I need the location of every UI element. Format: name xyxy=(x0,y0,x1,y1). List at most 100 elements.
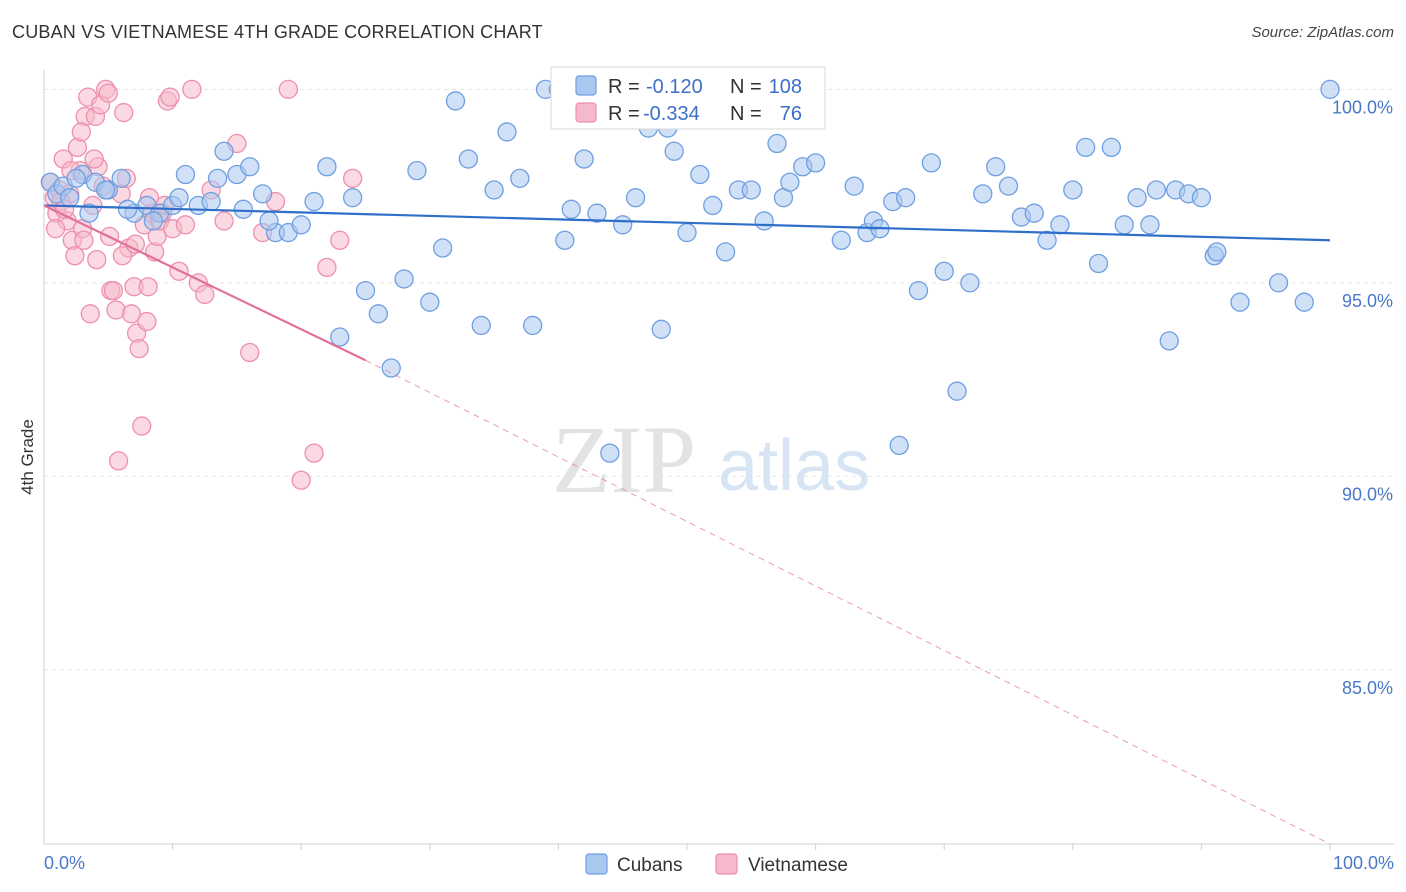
cubans-point-107 xyxy=(207,168,228,189)
vietnamese-point-49 xyxy=(182,79,202,99)
vietnamese-point-70 xyxy=(112,246,133,266)
cubans-point-102 xyxy=(1320,79,1340,99)
legend-r-label-cubans: R = xyxy=(608,76,640,98)
cubans-point-35 xyxy=(471,315,491,336)
vietnamese-point-66 xyxy=(45,219,66,239)
cubans-point-84 xyxy=(1050,215,1070,235)
cubans-point-17 xyxy=(240,157,260,177)
cubans-point-37 xyxy=(497,122,517,142)
cubans-point-3 xyxy=(60,188,80,208)
cubans-point-42 xyxy=(555,230,575,250)
grid-layer xyxy=(44,88,1394,671)
cubans-point-58 xyxy=(741,180,761,200)
vietnamese-point-61 xyxy=(317,257,337,278)
y-tick-label-1: 95.0% xyxy=(1342,291,1393,311)
x-tick-label-max: 100.0% xyxy=(1333,853,1394,873)
cubans-point-78 xyxy=(973,184,993,204)
cubans-point-91 xyxy=(1140,215,1160,235)
vietnamese-point-55 xyxy=(240,342,260,363)
cubans-point-21 xyxy=(291,215,311,235)
vietnamese-point-63 xyxy=(342,168,363,189)
legend-n-value-vietnamese: 76 xyxy=(780,103,802,125)
cubans-point-111 xyxy=(66,168,86,189)
cubans-point-86 xyxy=(1076,137,1096,158)
cubans-point-72 xyxy=(895,188,916,208)
cubans-point-85 xyxy=(1063,180,1083,200)
vietnamese-point-72 xyxy=(138,277,158,297)
vietnamese-point-48 xyxy=(175,215,196,235)
cubans-point-60 xyxy=(767,133,787,154)
cubans-point-90 xyxy=(1127,188,1147,208)
x-tick-marks xyxy=(172,844,1331,850)
bottom-legend-swatch-vietnamese xyxy=(715,853,738,875)
cubans-point-65 xyxy=(831,230,851,250)
trend-lines xyxy=(43,204,1331,845)
vietnamese-trend-extension xyxy=(365,359,1331,845)
vietnamese-point-8 xyxy=(65,246,85,266)
chart-title: CUBAN VS VIETNAMESE 4TH GRADE CORRELATIO… xyxy=(12,22,543,42)
cubans-point-98 xyxy=(1207,242,1227,262)
watermark-atlas-text: atlas xyxy=(718,426,870,506)
cubans-point-50 xyxy=(651,319,671,339)
cubans-point-33 xyxy=(445,91,466,111)
cubans-point-62 xyxy=(780,172,800,192)
vietnamese-point-51 xyxy=(195,284,215,305)
cubans-point-82 xyxy=(1024,203,1044,223)
cubans-point-100 xyxy=(1268,273,1289,293)
cubans-trend-line xyxy=(43,204,1331,242)
cubans-point-15 xyxy=(214,141,234,161)
y-tick-labels: 100.0% 95.0% 90.0% 85.0% xyxy=(1332,97,1393,698)
cubans-point-99 xyxy=(1230,292,1250,312)
cubans-point-71 xyxy=(889,435,909,456)
cubans-point-73 xyxy=(908,280,929,301)
cubans-point-106 xyxy=(169,188,189,208)
vietnamese-point-14 xyxy=(80,304,100,324)
vietnamese-point-53 xyxy=(214,211,234,231)
cubans-point-22 xyxy=(304,191,324,212)
bottom-legend-label-cubans: Cubans xyxy=(617,855,683,876)
cubans-point-23 xyxy=(317,157,337,177)
vietnamese-point-34 xyxy=(132,416,152,436)
vietnamese-point-30 xyxy=(121,304,142,324)
vietnamese-point-23 xyxy=(103,280,124,301)
cubans-point-27 xyxy=(368,304,389,324)
watermark-zip-text: ZIP xyxy=(552,406,696,513)
cubans-point-79 xyxy=(985,157,1006,177)
cubans-point-47 xyxy=(613,215,633,235)
source-label: Source: ZipAtlas.com xyxy=(1251,24,1394,41)
vietnamese-point-60 xyxy=(304,443,324,463)
cubans-point-25 xyxy=(342,188,363,208)
legend-r-value-vietnamese: -0.334 xyxy=(643,103,700,125)
vietnamese-point-25 xyxy=(108,451,129,471)
legend-n-label-vietnamese: N = xyxy=(730,103,762,125)
legend-r-label-vietnamese: R = xyxy=(608,103,640,125)
cubans-point-75 xyxy=(934,261,954,281)
cubans-point-87 xyxy=(1088,253,1109,274)
legend-n-value-cubans: 108 xyxy=(769,76,802,98)
cubans-point-92 xyxy=(1146,180,1167,200)
vietnamese-point-73 xyxy=(71,122,91,142)
vietnamese-point-21 xyxy=(98,83,118,103)
cubans-point-101 xyxy=(1294,292,1314,312)
y-tick-label-3: 85.0% xyxy=(1342,678,1393,698)
cubans-point-7 xyxy=(111,168,131,189)
cubans-point-53 xyxy=(677,222,697,243)
cubans-point-31 xyxy=(420,292,440,312)
cubans-point-46 xyxy=(600,443,620,463)
cubans-point-12 xyxy=(175,164,196,185)
vietnamese-point-27 xyxy=(114,102,134,123)
vietnamese-trend-line xyxy=(43,204,366,362)
vietnamese-point-62 xyxy=(330,230,350,250)
y-tick-label-0: 100.0% xyxy=(1332,97,1393,117)
cubans-point-29 xyxy=(394,269,414,289)
cubans-point-55 xyxy=(703,195,723,216)
cubans-point-36 xyxy=(484,180,504,200)
vietnamese-point-67 xyxy=(74,230,94,250)
cubans-point-96 xyxy=(1191,188,1212,208)
vietnamese-point-74 xyxy=(84,149,104,169)
cubans-point-109 xyxy=(259,211,279,231)
cubans-point-43 xyxy=(561,199,581,219)
cubans-point-108 xyxy=(233,199,253,219)
cubans-point-48 xyxy=(625,188,646,208)
